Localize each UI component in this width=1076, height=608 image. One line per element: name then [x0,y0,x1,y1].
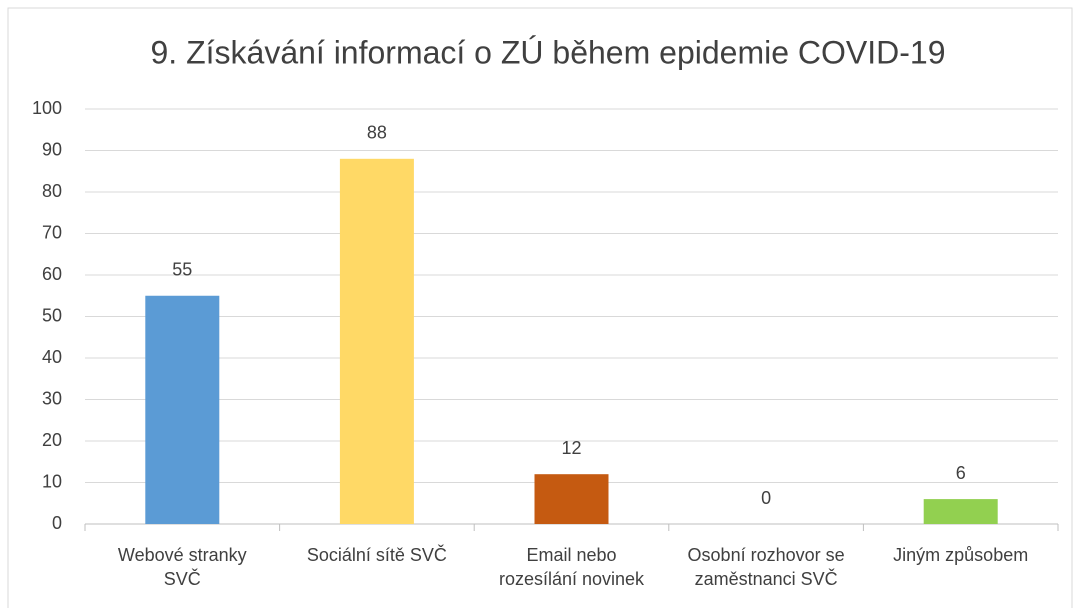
y-tick-label: 70 [42,222,62,242]
data-label: 0 [761,488,771,508]
y-tick-label: 30 [42,388,62,408]
data-label: 12 [561,438,581,458]
y-tick-label: 100 [32,98,62,118]
y-tick-label: 10 [42,471,62,491]
y-tick-label: 60 [42,264,62,284]
y-tick-label: 90 [42,139,62,159]
y-tick-label: 80 [42,181,62,201]
bar [145,295,220,524]
x-tick-label: Webové stranky SVČ [117,545,247,589]
x-tick-label: Jiným způsobem [893,545,1029,565]
y-tick-label: 40 [42,347,62,367]
bar [339,158,414,525]
x-tick-label: Email nebo rozesílání novinek [498,545,645,589]
data-label: 88 [367,123,387,143]
y-tick-label: 20 [42,430,62,450]
bar [923,499,998,524]
data-label: 6 [956,463,966,483]
y-tick-label: 50 [42,305,62,325]
x-tick-label: Osobní rozhovor se zaměstnanci SVČ [687,545,845,589]
x-tick-label: Sociální sítě SVČ [306,545,447,565]
y-tick-label: 0 [52,513,62,533]
bar [534,474,609,524]
chart-title: 9. Získávání informací o ZÚ během epidem… [151,34,946,70]
data-label: 55 [172,260,192,280]
